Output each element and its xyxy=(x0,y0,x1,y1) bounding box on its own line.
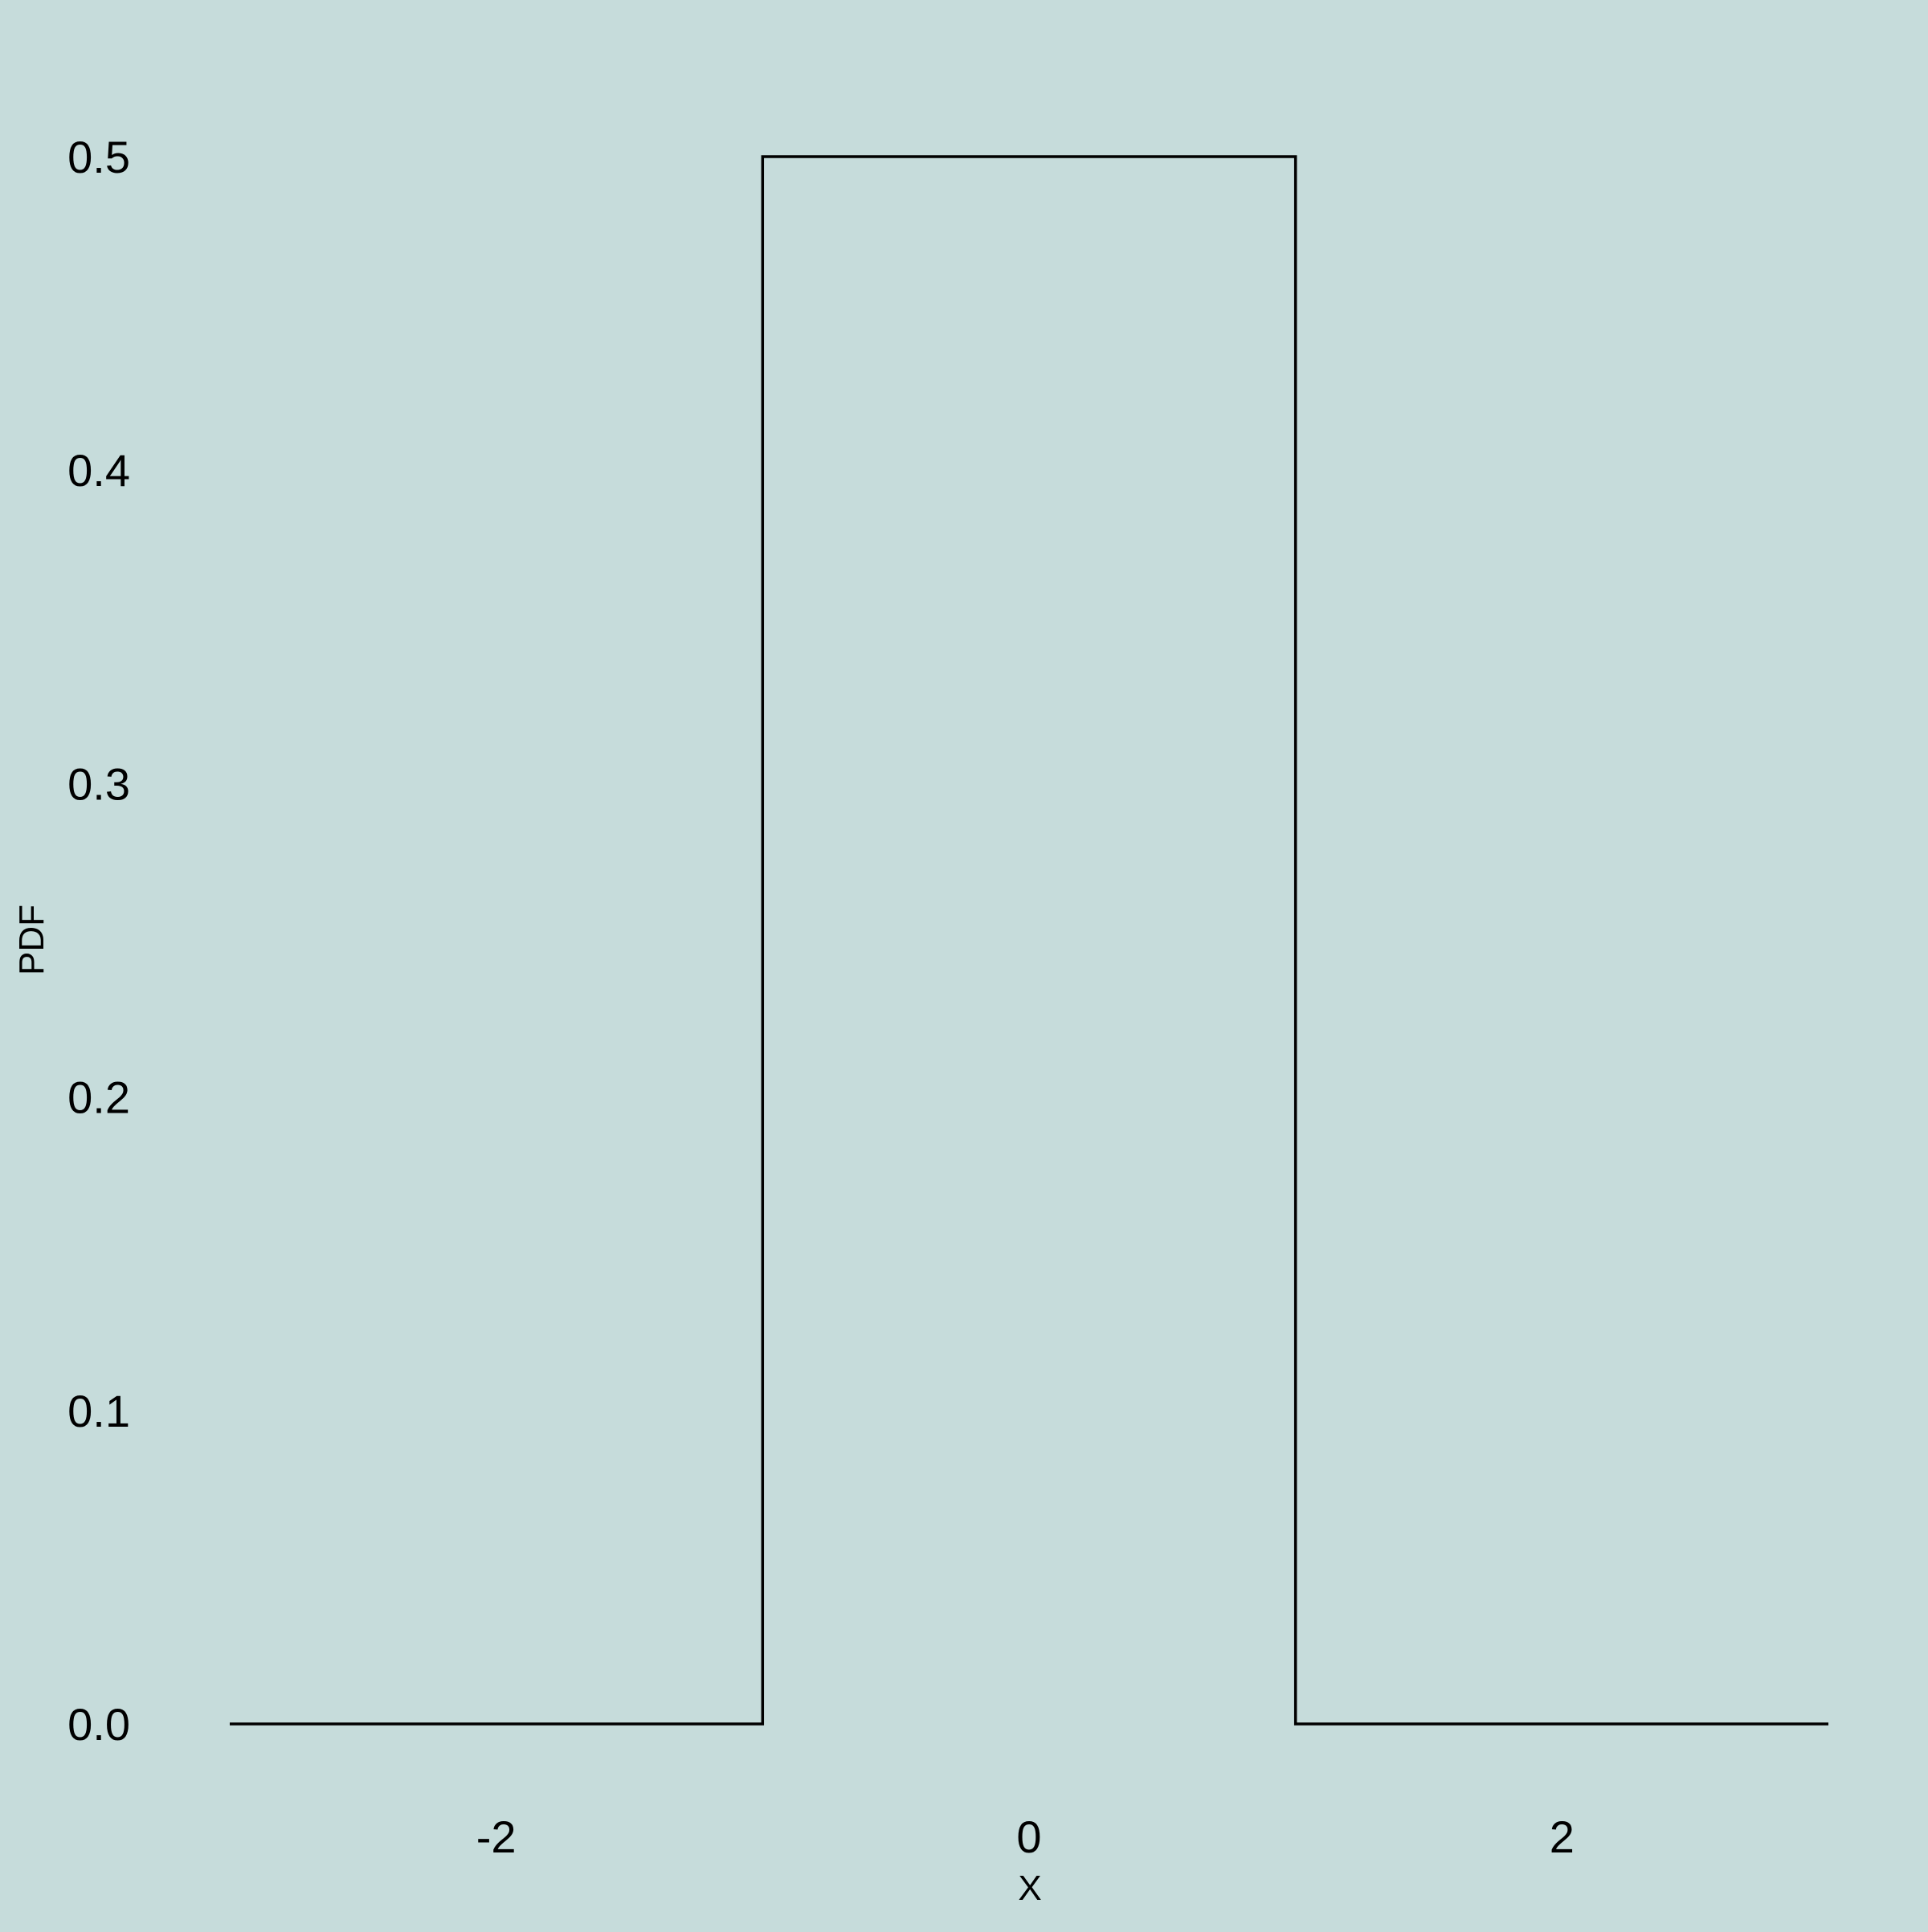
y-tick-label: 0.2 xyxy=(67,1072,130,1123)
y-tick-label: 0.5 xyxy=(67,132,130,182)
x-tick-label: 0 xyxy=(1016,1812,1041,1862)
x-tick-label: 2 xyxy=(1550,1812,1575,1862)
x-axis-ticks: -2 0 2 xyxy=(476,1812,1575,1862)
plot-area xyxy=(230,155,1828,1726)
x-axis-label: X xyxy=(1018,1869,1041,1908)
y-axis-ticks: 0.0 0.1 0.2 0.3 0.4 0.5 xyxy=(67,132,130,1750)
pdf-series-line xyxy=(230,155,1828,1726)
y-tick-label: 0.0 xyxy=(67,1699,130,1750)
y-axis-label: PDF xyxy=(12,905,51,975)
y-tick-label: 0.4 xyxy=(67,445,130,496)
y-tick-label: 0.1 xyxy=(67,1386,130,1436)
y-tick-label: 0.3 xyxy=(67,758,130,809)
x-tick-label: -2 xyxy=(476,1812,517,1862)
